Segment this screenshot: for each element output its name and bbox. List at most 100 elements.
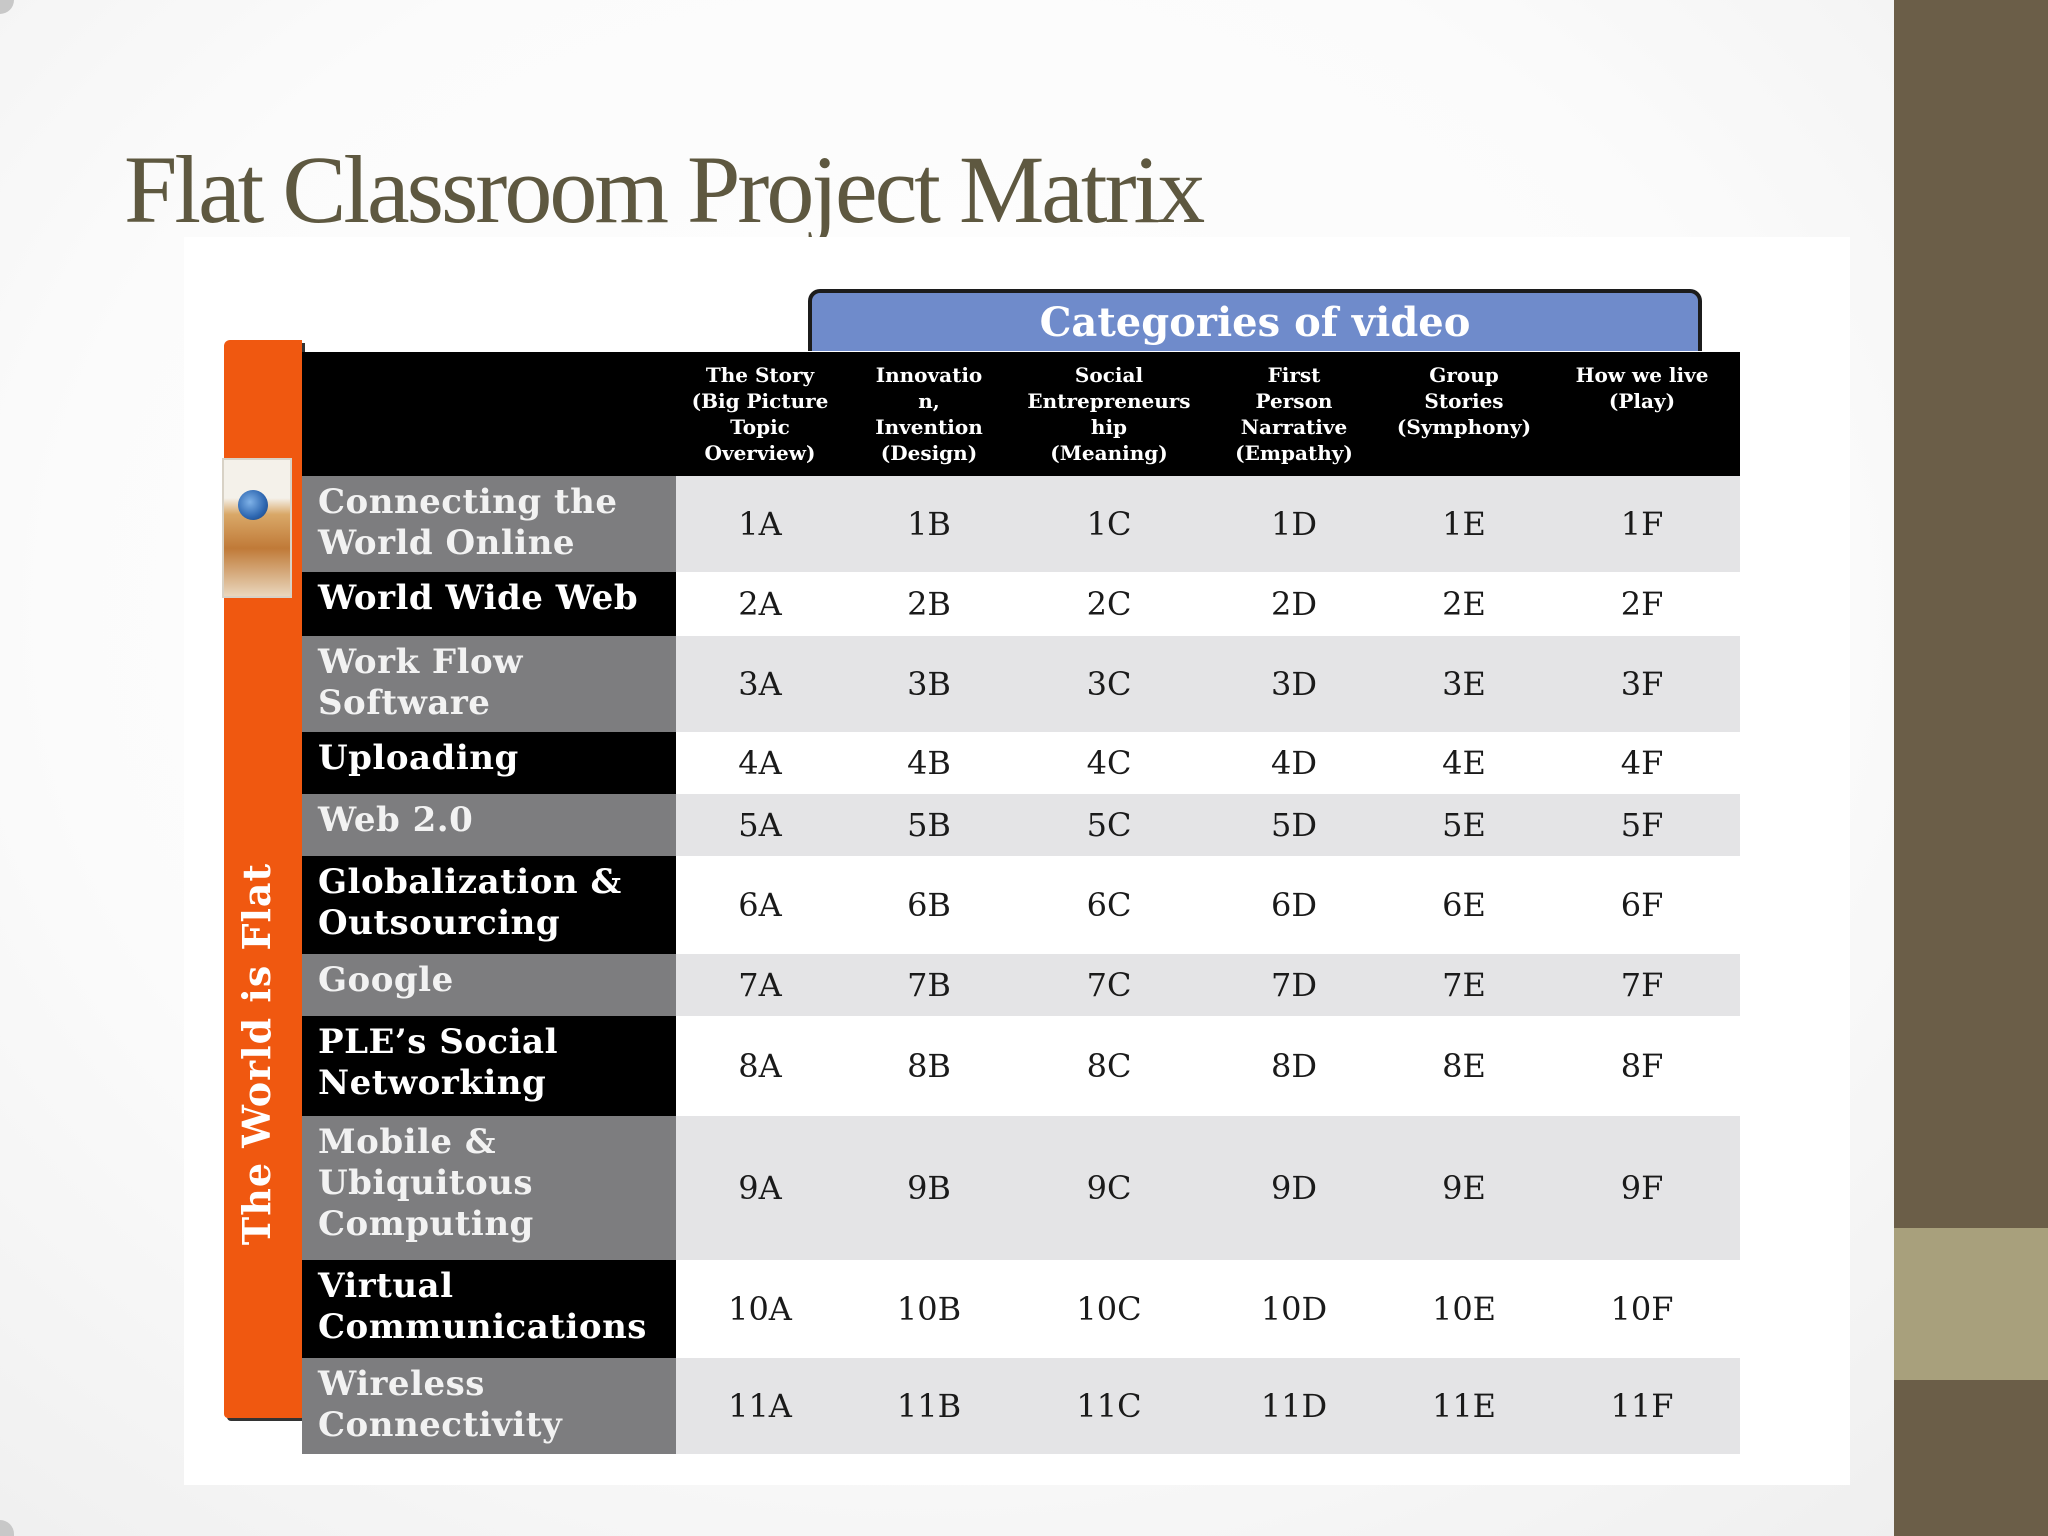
table-cell: 7D [1270,966,1317,1004]
header-corner [302,352,676,476]
table-cell: 10E [1431,1290,1497,1328]
column-header: Group Stories (Symphony) [1396,363,1532,439]
table-cell: 9B [907,1169,951,1207]
row-cells: 11A 11B 11C 11D 11E 11F [676,1358,1740,1454]
row-label: Uploading [302,732,676,794]
book-cover-thumbnail [222,458,292,598]
table-cell: 4E [1442,744,1486,782]
table-cell: 6E [1442,886,1486,924]
theme-side-accent [1894,1228,2048,1380]
row-cells: 7A 7B 7C 7D 7E 7F [676,954,1740,1016]
row-cells: 10A 10B 10C 10D 10E 10F [676,1260,1740,1358]
categories-banner: Categories of video [808,289,1702,351]
table-cell: 11F [1610,1387,1674,1425]
row-label: Connecting the World Online [302,476,676,572]
table-row: Virtual Communications 10A 10B 10C 10D 10E 10F [302,1260,1740,1358]
table-cell: 3C [1086,665,1132,703]
table-cell: 6D [1270,886,1317,924]
table-cell: 3F [1620,665,1664,703]
table-cell: 4D [1270,744,1317,782]
table-cell: 8B [907,1047,951,1085]
table-cell: 1D [1270,505,1317,543]
table-cell: 2F [1620,585,1664,623]
table-cell: 1E [1442,505,1486,543]
table-row: World Wide Web 2A 2B 2C 2D 2E 2F [302,572,1740,636]
row-label: Web 2.0 [302,794,676,856]
row-cells: 5A 5B 5C 5D 5E 5F [676,794,1740,856]
slide-corner-decoration [0,1520,14,1536]
table-cell: 8C [1086,1047,1132,1085]
row-cells: 8A 8B 8C 8D 8E 8F [676,1016,1740,1116]
table-cell: 11C [1076,1387,1142,1425]
table-cell: 10C [1076,1290,1142,1328]
row-label: PLE’s Social Networking [302,1016,676,1116]
row-label: Globalization & Outsourcing [302,856,676,954]
table-cell: 8F [1620,1047,1664,1085]
table-cell: 1F [1620,505,1664,543]
table-cell: 11B [896,1387,962,1425]
table-cell: 7E [1442,966,1486,1004]
table-cell: 6A [738,886,782,924]
table-cell: 11A [728,1387,792,1425]
table-cell: 5E [1442,806,1486,844]
column-header: First Person Narrative (Empathy) [1235,363,1353,465]
table-cell: 6F [1620,886,1664,924]
table-cell: 4B [907,744,951,782]
table-cell: 4C [1086,744,1132,782]
table-cell: 10D [1260,1290,1328,1328]
table-cell: 1B [907,505,951,543]
table-row: PLE’s Social Networking 8A 8B 8C 8D 8E 8F [302,1016,1740,1116]
table-cell: 9D [1270,1169,1317,1207]
table-cell: 2D [1270,585,1317,623]
row-label: Work Flow Software [302,636,676,732]
table-cell: 7B [907,966,951,1004]
table-cell: 1A [738,505,782,543]
table-cell: 4F [1620,744,1664,782]
table-cell: 3A [738,665,782,703]
table-cell: 5A [738,806,782,844]
table-cell: 3D [1270,665,1317,703]
table-cell: 8A [738,1047,782,1085]
row-cells: 3A 3B 3C 3D 3E 3F [676,636,1740,732]
table-cell: 5F [1620,806,1664,844]
table-cell: 2C [1086,585,1132,623]
row-label: World Wide Web [302,572,676,636]
table-row: Globalization & Outsourcing 6A 6B 6C 6D 6E 6F [302,856,1740,954]
matrix-body: Connecting the World Online 1A 1B 1C 1D 1E 1F W… [302,476,1740,1454]
slide-corner-decoration [0,0,14,14]
column-header: Social Entrepreneurs hip (Meaning) [1027,363,1191,465]
table-cell: 8E [1442,1047,1486,1085]
row-label: Wireless Connectivity [302,1358,676,1454]
table-cell: 10B [896,1290,962,1328]
column-header: The Story (Big Picture Topic Overview) [691,363,829,465]
table-cell: 9E [1442,1169,1486,1207]
table-row: Wireless Connectivity 11A 11B 11C 11D 11E 11F [302,1358,1740,1454]
table-cell: 10A [728,1290,792,1328]
row-label: Google [302,954,676,1016]
table-cell: 6B [907,886,951,924]
table-cell: 7C [1086,966,1132,1004]
matrix-header-row: The Story (Big Picture Topic Overview) I… [302,352,1740,476]
table-cell: 5C [1086,806,1132,844]
table-cell: 2E [1442,585,1486,623]
column-header: How we live (Play) [1575,363,1709,413]
table-row: Uploading 4A 4B 4C 4D 4E 4F [302,732,1740,794]
table-cell: 2A [738,585,782,623]
table-cell: 9F [1620,1169,1664,1207]
table-cell: 11D [1260,1387,1328,1425]
row-cells: 9A 9B 9C 9D 9E 9F [676,1116,1740,1260]
table-row: Google 7A 7B 7C 7D 7E 7F [302,954,1740,1016]
row-label: Mobile & Ubiquitous Computing [302,1116,676,1260]
row-cells: 1A 1B 1C 1D 1E 1F [676,476,1740,572]
table-cell: 1C [1086,505,1132,543]
row-cells: 4A 4B 4C 4D 4E 4F [676,732,1740,794]
table-cell: 9C [1086,1169,1132,1207]
table-cell: 3E [1442,665,1486,703]
column-header: Innovatio n, Invention (Design) [875,363,983,465]
table-cell: 7A [738,966,782,1004]
table-cell: 9A [738,1169,782,1207]
row-cells: 2A 2B 2C 2D 2E 2F [676,572,1740,636]
row-cells: 6A 6B 6C 6D 6E 6F [676,856,1740,954]
table-cell: 7F [1620,966,1664,1004]
table-row: Work Flow Software 3A 3B 3C 3D 3E 3F [302,636,1740,732]
